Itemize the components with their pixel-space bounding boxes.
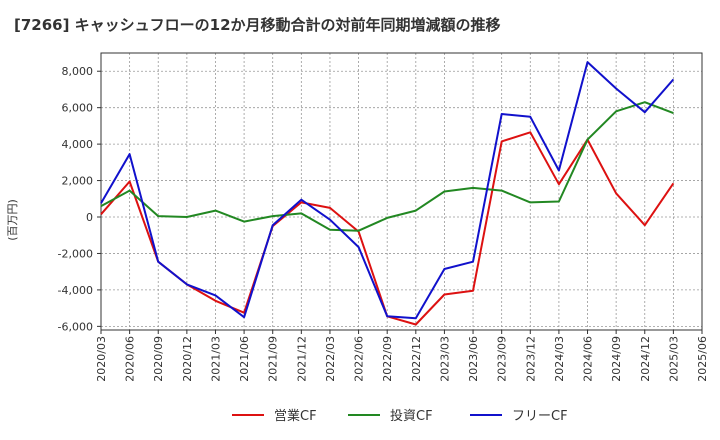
x-tick-label: 2023/12 bbox=[524, 336, 537, 382]
x-tick-label: 2020/03 bbox=[95, 336, 108, 382]
x-axis-ticks: 2020/03 2020/06 2020/09 2020/12 2021/03 2021/… bbox=[95, 330, 709, 382]
legend-label: 投資CF bbox=[390, 408, 433, 424]
x-tick-label: 2021/06 bbox=[238, 336, 251, 382]
plot-area bbox=[100, 52, 703, 331]
y-tick-label: 4,000 bbox=[62, 138, 94, 151]
y-tick-label: -6,000 bbox=[58, 320, 93, 333]
x-tick-label: 2025/06 bbox=[696, 336, 709, 382]
x-tick-label: 2022/12 bbox=[410, 336, 423, 382]
y-tick-label: -4,000 bbox=[58, 284, 93, 297]
legend-label: 営業CF bbox=[274, 408, 317, 424]
x-tick-label: 2024/12 bbox=[639, 336, 652, 382]
x-tick-label: 2024/06 bbox=[582, 336, 595, 382]
series-line bbox=[100, 61, 675, 320]
series-lines bbox=[100, 61, 675, 326]
chart-title: [7266] キャッシュフローの12か月移動合計の対前年同期増減額の推移 bbox=[14, 16, 501, 34]
series-line bbox=[100, 101, 674, 232]
y-tick-label: -2,000 bbox=[58, 247, 93, 260]
grid bbox=[100, 53, 703, 330]
y-tick-label: 6,000 bbox=[62, 102, 94, 115]
x-tick-label: 2023/09 bbox=[496, 336, 509, 382]
y-tick-label: 8,000 bbox=[62, 65, 94, 78]
x-tick-label: 2022/06 bbox=[353, 336, 366, 382]
x-tick-label: 2024/09 bbox=[610, 336, 623, 382]
y-axis-ticks: -6,000 -4,000 -2,000 0 2,000 4,000 6,000 8,000 bbox=[58, 65, 101, 333]
x-tick-label: 2021/09 bbox=[267, 336, 280, 382]
x-tick-label: 2021/03 bbox=[209, 336, 222, 382]
legend: 営業CF 投資CF フリーCF bbox=[232, 408, 568, 424]
x-tick-label: 2022/09 bbox=[381, 336, 394, 382]
x-tick-label: 2023/06 bbox=[467, 336, 480, 382]
y-tick-label: 0 bbox=[86, 211, 93, 224]
x-tick-label: 2020/06 bbox=[124, 336, 137, 382]
legend-label: フリーCF bbox=[512, 409, 568, 424]
x-tick-label: 2021/12 bbox=[295, 336, 308, 382]
x-tick-label: 2024/03 bbox=[553, 336, 566, 382]
x-tick-label: 2020/12 bbox=[181, 336, 194, 382]
x-tick-label: 2025/03 bbox=[667, 336, 680, 382]
x-tick-label: 2020/09 bbox=[152, 336, 165, 382]
y-tick-label: 2,000 bbox=[62, 175, 94, 188]
x-tick-label: 2023/03 bbox=[438, 336, 451, 382]
x-tick-label: 2022/03 bbox=[324, 336, 337, 382]
y-axis-label: (百万円) bbox=[6, 199, 19, 241]
